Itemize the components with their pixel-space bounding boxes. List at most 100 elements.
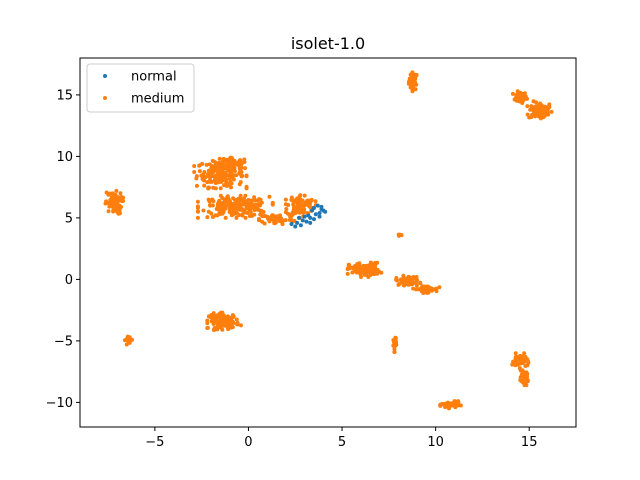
medium-point: [379, 270, 384, 275]
medium-point: [394, 277, 399, 282]
medium-point: [303, 202, 308, 207]
medium-point: [117, 211, 122, 216]
legend-label-normal: normal: [131, 70, 177, 85]
normal-point: [308, 220, 313, 225]
medium-point: [356, 269, 361, 274]
medium-point: [199, 173, 204, 178]
medium-point: [257, 203, 262, 208]
medium-point: [218, 171, 223, 176]
medium-point: [392, 346, 397, 351]
medium-point: [438, 402, 443, 407]
medium-point: [229, 213, 234, 218]
medium-point: [216, 200, 221, 205]
medium-point: [437, 285, 442, 290]
medium-point: [195, 204, 200, 209]
medium-point: [537, 109, 542, 114]
medium-point: [192, 170, 197, 175]
medium-point: [433, 287, 438, 292]
medium-point: [289, 214, 294, 219]
medium-point: [227, 206, 232, 211]
medium-point: [375, 260, 380, 265]
medium-point: [234, 317, 239, 322]
normal-point: [319, 204, 324, 209]
axes-layer: −5 0 5 10 15 −10 −5 0 5 10 15: [46, 57, 577, 450]
medium-point: [211, 164, 216, 169]
x-tick-label: 0: [244, 435, 252, 450]
medium-point: [125, 334, 130, 339]
medium-point: [253, 198, 257, 203]
medium-point: [202, 183, 207, 188]
medium-point: [235, 211, 240, 216]
medium-point: [236, 196, 241, 201]
medium-point: [520, 99, 525, 104]
medium-point: [424, 288, 429, 293]
medium-point: [533, 107, 538, 112]
medium-point: [346, 262, 351, 267]
medium-point: [229, 171, 234, 176]
medium-point: [287, 218, 292, 223]
medium-point: [524, 383, 529, 388]
medium-point: [111, 209, 116, 214]
medium-point: [516, 98, 521, 103]
y-tick-label: −10: [46, 396, 73, 411]
medium-point: [218, 186, 223, 191]
y-tick-label: 0: [65, 273, 73, 288]
medium-point: [418, 280, 423, 285]
normal-point: [302, 214, 307, 219]
normal-point: [293, 224, 298, 229]
medium-point: [414, 283, 419, 288]
medium-point: [248, 210, 253, 215]
medium-point: [205, 180, 210, 185]
points-layer: [103, 70, 554, 411]
medium-point: [396, 282, 401, 287]
medium-point: [537, 114, 542, 119]
medium-point: [255, 198, 260, 203]
medium-point: [414, 287, 419, 292]
medium-point: [114, 188, 119, 193]
medium-point: [369, 266, 374, 271]
x-tick-label: 10: [427, 435, 444, 450]
medium-point: [230, 313, 235, 318]
medium-point: [393, 343, 398, 348]
medium-point: [205, 325, 210, 330]
medium-point: [291, 199, 296, 204]
medium-point: [248, 206, 253, 211]
medium-point: [210, 158, 215, 163]
medium-point: [226, 197, 231, 202]
medium-point: [206, 197, 211, 202]
medium-point: [301, 209, 306, 214]
medium-point: [429, 286, 434, 291]
medium-point: [243, 215, 248, 220]
medium-point: [228, 325, 233, 330]
medium-point: [205, 172, 210, 177]
medium-point: [261, 209, 266, 214]
medium-point: [106, 201, 111, 206]
medium-point: [278, 218, 283, 223]
medium-point: [223, 215, 228, 220]
medium-point: [231, 203, 236, 208]
medium-point: [521, 95, 526, 100]
medium-point: [225, 161, 230, 166]
medium-point: [213, 161, 218, 166]
medium-point: [235, 202, 240, 207]
medium-point: [283, 202, 288, 207]
medium-point: [369, 262, 374, 267]
x-tick-label: −5: [145, 435, 164, 450]
medium-point: [234, 173, 239, 178]
medium-point: [195, 199, 200, 204]
medium-point: [207, 185, 212, 190]
medium-point: [126, 338, 131, 343]
medium-point: [201, 208, 206, 213]
medium-point: [247, 213, 252, 218]
normal-point: [315, 203, 320, 208]
medium-point: [244, 186, 249, 191]
medium-point: [195, 209, 200, 214]
normal-point: [323, 209, 328, 214]
medium-point: [458, 403, 463, 408]
legend: normal medium: [86, 63, 195, 113]
medium-point: [519, 355, 524, 360]
medium-point: [375, 267, 380, 272]
medium-point: [210, 203, 215, 208]
medium-point: [117, 208, 122, 213]
normal-point: [289, 222, 294, 227]
